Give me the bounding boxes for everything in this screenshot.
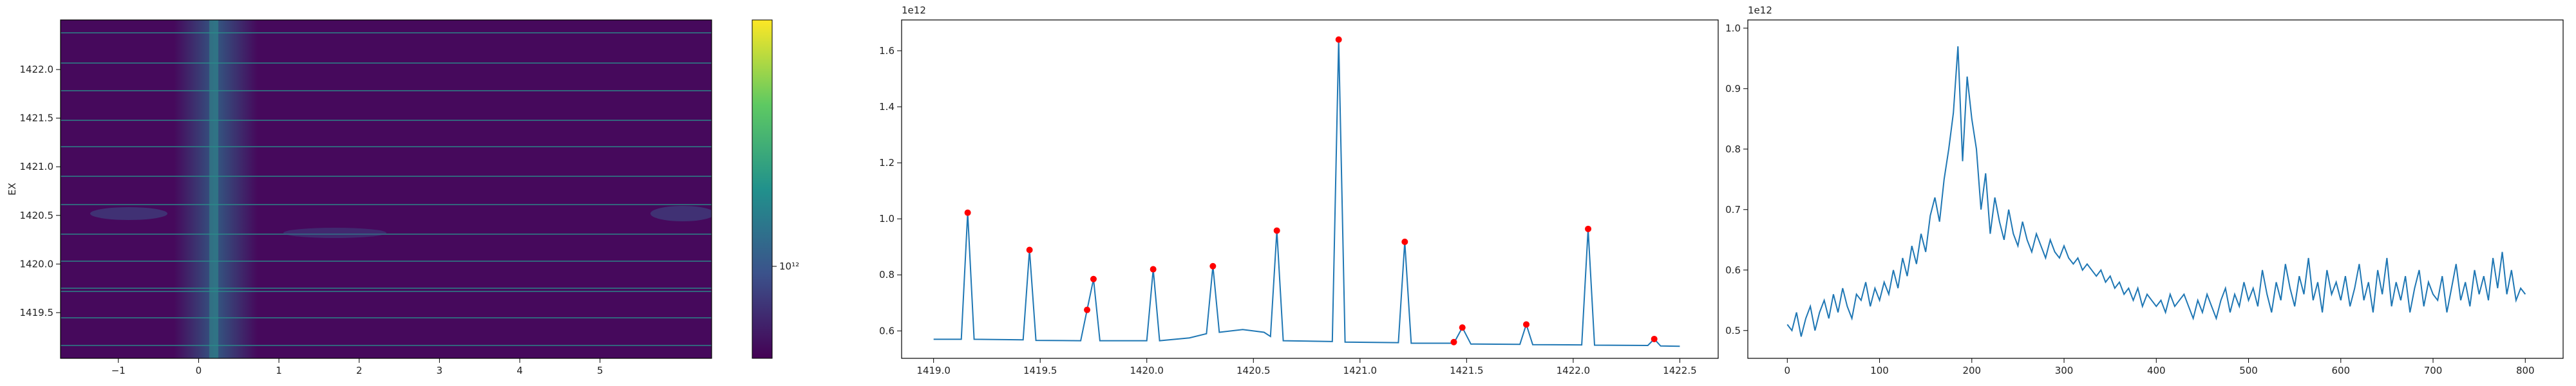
x-tick-label: −1 xyxy=(111,365,126,376)
peak-marker xyxy=(1335,36,1342,43)
peak-marker xyxy=(1651,335,1658,342)
axes-frame xyxy=(1747,19,2564,359)
y-tick-label: 1.6 xyxy=(879,45,895,57)
x-tick-label: 5 xyxy=(597,365,603,376)
y-tick-label: 0.5 xyxy=(1725,325,1741,336)
line xyxy=(1786,46,2526,337)
x-tick-label: 800 xyxy=(2516,365,2535,376)
line xyxy=(933,39,1680,347)
y-tick-label: 1.2 xyxy=(879,157,895,169)
x-tick-label: 1420.0 xyxy=(1130,365,1164,376)
x-tick-label: 1420.5 xyxy=(1236,365,1271,376)
y-tick-label: 1422.0 xyxy=(20,64,54,75)
offset-text: 1e12 xyxy=(902,5,926,16)
x-tick-label: 1422.5 xyxy=(1663,365,1697,376)
peak-marker xyxy=(1090,275,1097,282)
x-tick-label: 3 xyxy=(437,365,443,376)
y-tick-label: 0.9 xyxy=(1725,83,1741,95)
peak-marker xyxy=(1523,321,1530,328)
x-tick-label: 1419.5 xyxy=(1023,365,1057,376)
y-tick-label: 1420.5 xyxy=(20,210,54,221)
peak-marker xyxy=(1585,225,1592,232)
offset-text: 1e12 xyxy=(1748,5,1772,16)
colorbar-tick-label: 10¹² xyxy=(779,261,799,272)
y-tick-label: 1.0 xyxy=(1725,23,1741,34)
x-tick-label: 500 xyxy=(2239,365,2258,376)
x-tick-label: 1422.0 xyxy=(1557,365,1591,376)
x-tick-label: 1 xyxy=(276,365,282,376)
x-tick-label: 1421.5 xyxy=(1450,365,1484,376)
x-tick-label: 1419.0 xyxy=(916,365,951,376)
peak-marker xyxy=(1459,324,1466,331)
peak-marker xyxy=(1026,246,1033,253)
heatmap-image xyxy=(61,20,712,358)
peak-marker xyxy=(1450,338,1457,345)
y-tick-label: 0.6 xyxy=(879,325,895,336)
peak-marker xyxy=(1209,262,1217,270)
colorbar xyxy=(752,19,773,359)
x-tick-label: 1421.0 xyxy=(1343,365,1378,376)
x-tick-label: 2 xyxy=(356,365,363,376)
y-tick-label: 1421.0 xyxy=(20,161,54,172)
peak-marker xyxy=(1150,266,1157,273)
y-tick-label: 0.6 xyxy=(1725,264,1741,276)
y-tick-label: 1421.5 xyxy=(20,113,54,124)
x-tick-label: 700 xyxy=(2424,365,2443,376)
x-tick-label: 600 xyxy=(2331,365,2350,376)
x-tick-label: 0 xyxy=(196,365,202,376)
x-tick-label: 0 xyxy=(1785,365,1791,376)
axes-frame xyxy=(60,19,712,359)
x-tick-label: 300 xyxy=(2055,365,2074,376)
y-tick-label: 1.4 xyxy=(879,101,895,113)
x-tick-label: 200 xyxy=(1962,365,1981,376)
peak-marker xyxy=(1401,238,1408,245)
axes-frame xyxy=(901,19,1719,359)
peak-marker xyxy=(1273,227,1280,234)
peak-marker xyxy=(1084,306,1091,313)
x-tick-label: 4 xyxy=(516,365,523,376)
x-tick-label: 400 xyxy=(2147,365,2166,376)
y-tick-label: 1419.5 xyxy=(20,307,54,318)
peak-marker xyxy=(964,209,971,216)
y-tick-label: 0.8 xyxy=(879,269,895,280)
y-axis-label: EX xyxy=(6,183,18,196)
x-tick-label: 100 xyxy=(1870,365,1889,376)
y-tick-label: 0.8 xyxy=(1725,143,1741,155)
y-tick-label: 1.0 xyxy=(879,213,895,225)
y-tick-label: 1420.0 xyxy=(20,258,54,270)
y-tick-label: 0.7 xyxy=(1725,204,1741,216)
